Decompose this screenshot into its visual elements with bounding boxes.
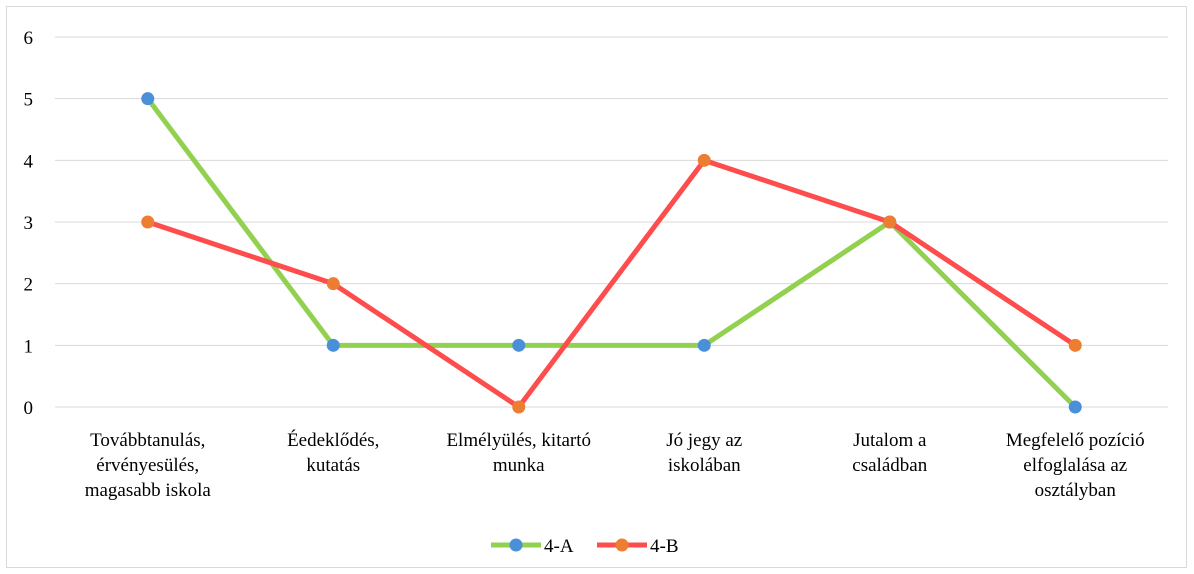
x-axis-category-labels: Továbbtanulás, érvényesülés, magasabb isko… — [85, 429, 1145, 501]
x-category-label: Éedeklődés, kutatás — [287, 429, 379, 476]
legend-swatch-marker — [615, 538, 629, 552]
y-tick-label-3: 3 — [24, 213, 34, 234]
data-point-4-A-2 — [512, 338, 526, 352]
y-tick-label-2: 2 — [24, 275, 34, 296]
x-category-label-line: magasabb iskola — [85, 480, 212, 501]
data-point-4-B-2 — [512, 400, 526, 414]
x-category-label-line: kutatás — [306, 455, 360, 476]
x-category-label-line: Megfelelő pozíció — [1006, 430, 1145, 451]
x-category-label: Jó jegy az iskolában — [666, 430, 742, 476]
y-tick-label-4: 4 — [24, 151, 34, 172]
x-category-label-line: elfoglalása az — [1023, 455, 1127, 476]
series-line-4-A — [145, 96, 1078, 410]
series-markers — [141, 92, 1082, 414]
x-category-label-line: családban — [852, 455, 927, 476]
y-tick-label-6: 6 — [24, 28, 34, 49]
y-axis-tick-labels: 0 1 2 3 4 5 6 — [24, 28, 34, 419]
series-lines — [145, 96, 1078, 410]
legend: 4-A 4-B — [491, 536, 679, 557]
data-point-4-B-5 — [1068, 338, 1082, 352]
x-category-label-line: iskolában — [668, 455, 741, 476]
data-point-4-A-3 — [697, 338, 711, 352]
y-tick-label-0: 0 — [24, 398, 34, 419]
x-category-label: Elmélyülés, kitartó munka — [446, 430, 591, 476]
x-category-label: Továbbtanulás, érvényesülés, magasabb isko… — [85, 430, 212, 501]
x-category-label-line: Elmélyülés, kitartó — [446, 430, 591, 451]
gridlines — [55, 36, 1168, 408]
x-category-label-line: Továbbtanulás, — [90, 430, 205, 451]
x-category-label-line: Jutalom a — [853, 430, 927, 451]
data-point-4-B-1 — [326, 277, 340, 291]
y-tick-label-5: 5 — [24, 90, 34, 111]
data-point-4-B-0 — [141, 215, 155, 229]
series-line-4-B — [145, 157, 1078, 410]
x-category-label-line: érvényesülés, — [96, 455, 199, 476]
data-point-4-A-1 — [326, 338, 340, 352]
legend-swatch-marker — [509, 538, 523, 552]
legend-item-4-B: 4-B — [597, 536, 679, 557]
data-point-4-B-3 — [697, 153, 711, 167]
x-category-label-line: Éedeklődés, — [287, 429, 379, 451]
x-category-label: Jutalom a családban — [852, 430, 927, 476]
x-category-label-line: munka — [493, 455, 545, 476]
data-point-4-A-5 — [1068, 400, 1082, 414]
data-point-4-A-0 — [141, 92, 155, 106]
data-point-4-B-4 — [883, 215, 897, 229]
y-tick-label-1: 1 — [24, 336, 34, 357]
legend-item-4-A: 4-A — [491, 536, 574, 557]
x-category-label-line: Jó jegy az — [666, 430, 742, 451]
x-category-label: Megfelelő pozíció elfoglalása az osztályba… — [1006, 430, 1145, 501]
x-category-label-line: osztályban — [1035, 480, 1117, 501]
legend-label-4-A: 4-A — [544, 536, 574, 557]
legend-label-4-B: 4-B — [650, 536, 679, 557]
